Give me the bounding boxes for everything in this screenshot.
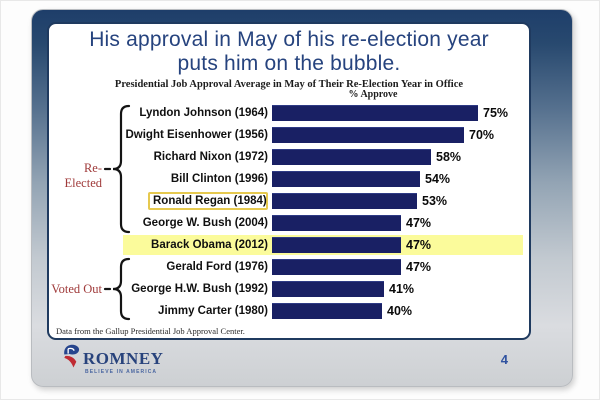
bar-label-text: George H.W. Bush (1992) <box>131 283 268 295</box>
presentation-slide: His approval in May of his re-election y… <box>31 9 573 387</box>
bar-value-label: 58% <box>436 150 462 164</box>
bar-label: Richard Nixon (1972) <box>49 151 272 163</box>
approval-bar <box>272 193 417 209</box>
slide-footer: ROMNEY BELIEVE IN AMERICA 4 <box>46 340 558 382</box>
chart-row: Dwight Eisenhower (1956) 70% <box>49 124 529 146</box>
approval-bar <box>272 281 384 297</box>
chart-row: Gerald Ford (1976) 47% <box>49 256 529 278</box>
bar-label: Lyndon Johnson (1964) <box>49 107 272 119</box>
bar-label: Jimmy Carter (1980) <box>49 305 272 317</box>
logo-tagline: BELIEVE IN AMERICA <box>85 369 158 375</box>
bar-value-label: 54% <box>425 172 451 186</box>
chart-row: Lyndon Johnson (1964) 75% <box>49 102 529 124</box>
voted-out-brace <box>103 257 131 321</box>
approval-bar <box>272 237 401 253</box>
chart-rows: Lyndon Johnson (1964) 75% Dwight Eisenho… <box>49 102 529 322</box>
bar-value-label: 47% <box>406 216 432 230</box>
re-elected-brace <box>103 104 131 234</box>
chart-row: Richard Nixon (1972) 58% <box>49 146 529 168</box>
bar-value-label: 53% <box>422 194 448 208</box>
approval-bar <box>272 303 382 319</box>
logo-top-row: ROMNEY <box>62 343 163 368</box>
chart-title: Presidential Job Approval Average in May… <box>114 79 464 90</box>
slide-title-line-1: His approval in May of his re-election y… <box>89 28 489 51</box>
bar-label: Barack Obama (2012) <box>49 239 272 251</box>
slide-content-box: His approval in May of his re-election y… <box>47 22 531 340</box>
chart-row: Jimmy Carter (1980) 40% <box>49 300 529 322</box>
bar-label-text: Lyndon Johnson (1964) <box>139 107 268 119</box>
approval-bar <box>272 149 431 165</box>
slide-title: His approval in May of his re-election y… <box>49 24 529 76</box>
bar-label: Dwight Eisenhower (1956) <box>49 129 272 141</box>
bar-label: George H.W. Bush (1992) <box>49 283 272 295</box>
romney-r-mark-icon <box>64 344 80 368</box>
approval-bar <box>272 259 401 275</box>
bar-label: Gerald Ford (1976) <box>49 261 272 273</box>
logo-wordmark: ROMNEY <box>83 349 164 368</box>
bar-label-text: Bill Clinton (1996) <box>170 173 268 185</box>
bar-label-text: Ronald Regan (1984) <box>148 192 268 210</box>
approval-bar <box>272 171 420 187</box>
bar-label-text: Richard Nixon (1972) <box>153 151 268 163</box>
approval-bar <box>272 105 478 121</box>
chart-row: Ronald Regan (1984) 53% <box>49 190 529 212</box>
group-label-re-elected: Re-Elected <box>64 161 102 190</box>
chart-row: George H.W. Bush (1992) 41% <box>49 278 529 300</box>
bar-value-label: 75% <box>483 106 509 120</box>
bar-value-label: 47% <box>406 238 432 252</box>
page-number: 4 <box>500 352 508 367</box>
bar-label-text: Dwight Eisenhower (1956) <box>125 129 268 141</box>
bar-label: Ronald Regan (1984) <box>49 192 272 210</box>
bar-label-text: Barack Obama (2012) <box>151 239 268 251</box>
bar-value-label: 47% <box>406 260 432 274</box>
bar-value-label: 70% <box>469 128 495 142</box>
bar-label: Bill Clinton (1996) <box>49 173 272 185</box>
bar-label-text: Gerald Ford (1976) <box>166 261 268 273</box>
group-label-voted-out: Voted Out <box>51 282 102 296</box>
bar-value-label: 40% <box>387 304 413 318</box>
axis-label: % Approve <box>348 89 398 100</box>
slide-title-line-2: puts him on the bubble. <box>177 52 401 75</box>
chart-row: Bill Clinton (1996) 54% <box>49 168 529 190</box>
source-note: Data from the Gallup Presidential Job Ap… <box>56 326 245 336</box>
romney-logo: ROMNEY BELIEVE IN AMERICA <box>62 343 163 375</box>
bar-label: George W. Bush (2004) <box>49 217 272 229</box>
bar-label-text: George W. Bush (2004) <box>142 217 268 229</box>
approval-bar <box>272 215 401 231</box>
bar-value-label: 41% <box>389 282 415 296</box>
bar-label-text: Jimmy Carter (1980) <box>158 305 268 317</box>
approval-bar <box>272 127 464 143</box>
chart-row: Barack Obama (2012) 47% <box>49 234 529 256</box>
chart-row: George W. Bush (2004) 47% <box>49 212 529 234</box>
